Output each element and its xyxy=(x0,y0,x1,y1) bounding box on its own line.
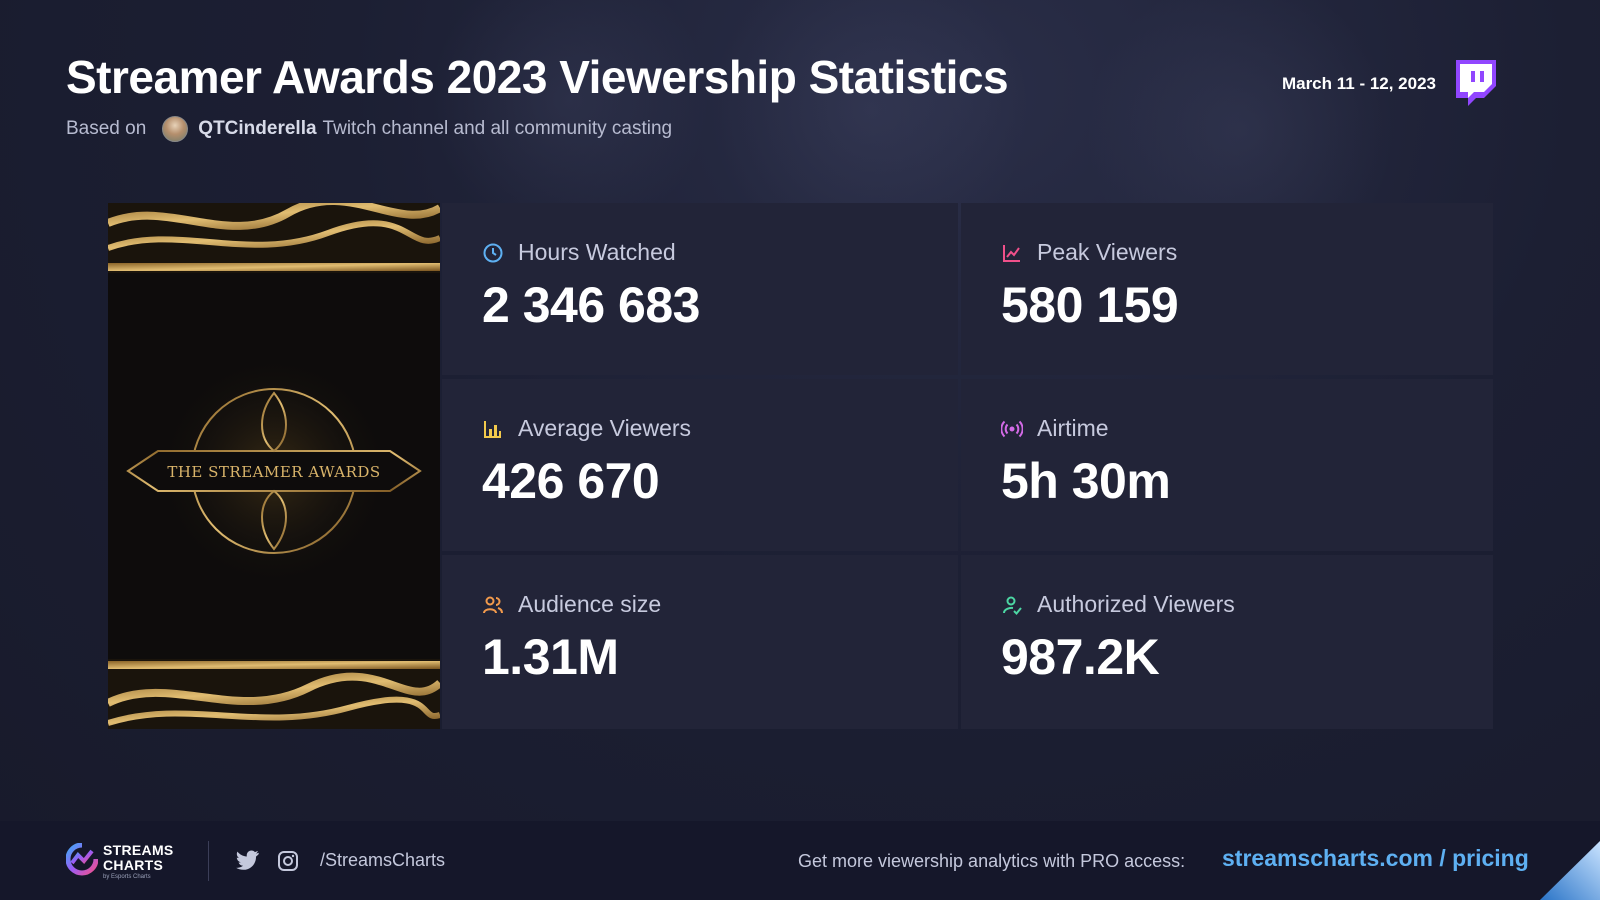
chart-line-icon xyxy=(1003,244,1020,262)
subtitle: Based on QTCinderella Twitch channel and… xyxy=(66,116,672,142)
stat-label: Average Viewers xyxy=(518,415,692,441)
stats-panel: THE STREAMER AWARDS Hours Watched 2 346 … xyxy=(108,203,1493,729)
stat-average-viewers: Average Viewers 426 670 xyxy=(442,379,958,551)
avatar xyxy=(162,116,189,142)
instagram-icon[interactable] xyxy=(276,850,300,872)
channel-name[interactable]: QTCinderella xyxy=(198,118,317,139)
subtitle-suffix: Twitch channel and all community casting xyxy=(322,118,673,139)
poster-artwork: THE STREAMER AWARDS xyxy=(108,203,440,729)
logo-line1: STREAMS xyxy=(103,842,174,858)
broadcast-icon xyxy=(1001,420,1023,437)
twitter-icon[interactable] xyxy=(236,850,260,872)
user-check-icon xyxy=(1003,596,1022,615)
stat-label: Airtime xyxy=(1037,415,1109,441)
stat-value: 2 346 683 xyxy=(482,277,700,333)
stat-authorized-viewers: Authorized Viewers 987.2K xyxy=(961,555,1493,729)
stat-value: 1.31M xyxy=(482,629,619,685)
logo-line2: CHARTS xyxy=(103,857,164,873)
background-figure xyxy=(420,0,720,230)
poster-title: THE STREAMER AWARDS xyxy=(167,463,380,481)
stat-hours-watched: Hours Watched 2 346 683 xyxy=(442,203,958,375)
logo-subtitle: by Esports Charts xyxy=(103,874,151,880)
stat-value: 426 670 xyxy=(482,453,660,509)
twitch-icon xyxy=(1456,60,1496,106)
page-title: Streamer Awards 2023 Viewership Statisti… xyxy=(66,51,1009,103)
stat-value: 5h 30m xyxy=(1001,453,1171,509)
social-handle[interactable]: /StreamsCharts xyxy=(320,850,446,870)
divider xyxy=(208,841,209,881)
corner-accent xyxy=(1540,841,1600,900)
footer: STREAMS CHARTS by Esports Charts /Stream… xyxy=(0,821,1600,900)
clock-icon xyxy=(483,243,503,262)
stat-value: 987.2K xyxy=(1001,629,1160,685)
streams-charts-logo[interactable]: STREAMS CHARTS by Esports Charts xyxy=(66,841,186,883)
stat-label: Hours Watched xyxy=(518,239,676,265)
stat-value: 580 159 xyxy=(1001,277,1179,333)
stat-label: Authorized Viewers xyxy=(1037,591,1235,617)
stat-label: Audience size xyxy=(518,591,662,617)
subtitle-prefix: Based on xyxy=(66,118,147,139)
stat-peak-viewers: Peak Viewers 580 159 xyxy=(961,203,1493,375)
event-poster: THE STREAMER AWARDS xyxy=(108,203,440,729)
logo-mark-icon xyxy=(66,843,98,876)
header: Streamer Awards 2023 Viewership Statisti… xyxy=(66,50,1536,160)
stat-label: Peak Viewers xyxy=(1037,239,1178,265)
promo-text: Get more viewership analytics with PRO a… xyxy=(798,851,1186,871)
event-date: March 11 - 12, 2023 xyxy=(1281,74,1436,93)
users-icon xyxy=(483,596,503,613)
stat-airtime: Airtime 5h 30m xyxy=(961,379,1493,551)
stat-audience-size: Audience size 1.31M xyxy=(442,555,958,729)
chart-bar-icon xyxy=(484,420,501,438)
pricing-link[interactable]: streamscharts.com / pricing xyxy=(1222,845,1529,871)
